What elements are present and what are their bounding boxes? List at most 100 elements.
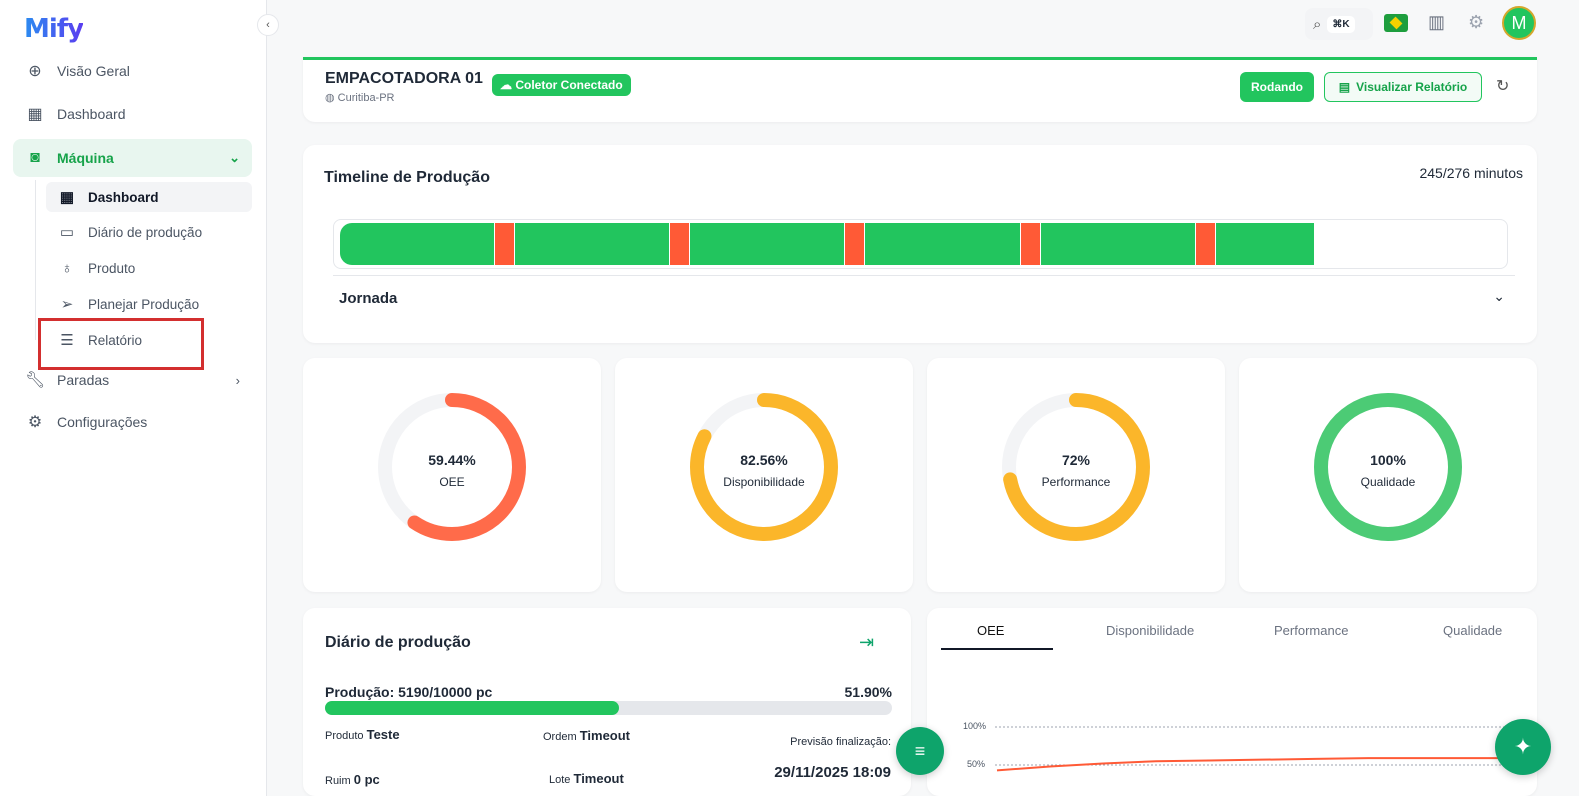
sidebar-item-visao-geral[interactable]: ⊕ Visão Geral xyxy=(13,52,252,90)
gauge-label: Performance xyxy=(1041,475,1111,489)
sidebar-item-paradas[interactable]: 🔧︎ Paradas › xyxy=(25,372,240,389)
sub-item-planejar[interactable]: ➢ Planejar Produção xyxy=(46,289,252,319)
search-button[interactable]: ⌕ ⌘K xyxy=(1305,8,1373,40)
gauge-arc xyxy=(1002,393,1150,541)
tree-line xyxy=(35,180,36,340)
gauge-label: OEE xyxy=(439,475,465,489)
previsao-label: Previsão finalização: xyxy=(790,736,891,748)
avatar[interactable]: M xyxy=(1502,6,1536,40)
grid-icon: ▦ xyxy=(27,106,43,123)
previsao-value: 29/11/2025 18:09 xyxy=(774,764,891,781)
gauge-value: 100% xyxy=(1370,452,1406,468)
sidebar-item-maquina[interactable]: ◙ Máquina ⌄ xyxy=(13,139,252,177)
view-report-label: Visualizar Relatório xyxy=(1356,80,1468,94)
tab-oee[interactable]: OEE xyxy=(977,623,1005,638)
gauge-value: 82.56% xyxy=(740,452,788,468)
gauge-ring xyxy=(1314,393,1462,541)
timeline-summary: 245/276 minutos xyxy=(1419,165,1523,181)
production-percent: 51.90% xyxy=(844,684,892,700)
timeline-segment-running[interactable] xyxy=(515,223,671,265)
gauge-card-performance: 72% Performance xyxy=(927,358,1225,592)
timeline-segment-stopped[interactable] xyxy=(1195,223,1216,265)
collector-status-badge: ☁ Coletor Conectado xyxy=(492,74,631,96)
sub-item-diario[interactable]: ▭ Diário de produção xyxy=(59,224,203,241)
machine-location: Curitiba-PR xyxy=(337,92,395,104)
wrench-icon: 🔧︎ xyxy=(25,372,46,389)
highlight-box xyxy=(38,318,204,370)
timeline-segment-stopped[interactable] xyxy=(670,223,691,265)
timeline-segment-stopped[interactable] xyxy=(845,223,866,265)
sidebar: Mify ⊕ Visão Geral ▦ Dashboard ◙ Máquina ⌄ ▦… xyxy=(0,0,267,796)
ai-assistant-button[interactable]: ✦ xyxy=(1495,719,1551,775)
sub-item-relatorio[interactable]: ☰ Relatório xyxy=(46,325,252,355)
gauge-value: 72% xyxy=(1061,452,1091,468)
globe-search-icon: ⊕ xyxy=(28,63,42,80)
sub-item-dashboard[interactable]: ▦ Dashboard xyxy=(46,182,252,212)
diario-card: Diário de produção ⇥ Produção: 5190/1000… xyxy=(303,608,911,796)
timeline-segment-stopped[interactable] xyxy=(495,223,516,265)
sparkles-icon: ✦ xyxy=(1513,734,1533,759)
timeline-title: Timeline de Produção xyxy=(324,169,490,186)
timeline-segment-running[interactable] xyxy=(865,223,1021,265)
send-clock-icon: ➢ xyxy=(60,296,74,313)
tab-performance[interactable]: Performance xyxy=(1274,623,1349,638)
produto-value: Teste xyxy=(366,727,400,742)
refresh-icon[interactable]: ↻ xyxy=(1496,78,1510,95)
gauge-arc xyxy=(1314,393,1462,541)
diario-title: Diário de produção xyxy=(325,634,471,651)
document-icon: ☰ xyxy=(60,332,74,349)
grid-icon: ▦ xyxy=(59,189,75,206)
chevron-down-icon: ⌄ xyxy=(229,150,240,165)
gauge-card-disponibilidade: 82.56% Disponibilidade xyxy=(615,358,913,592)
brazil-flag-icon[interactable] xyxy=(1384,14,1408,32)
sidebar-item-dashboard[interactable]: ▦ Dashboard xyxy=(13,95,252,133)
tab-disponibilidade[interactable]: Disponibilidade xyxy=(1106,623,1195,638)
lote-value: Timeout xyxy=(573,771,624,786)
gauge-label: Disponibilidade xyxy=(723,475,805,489)
shortcut-badge: ⌘K xyxy=(1327,15,1355,33)
sub-item-produto[interactable]: ♁ Produto xyxy=(46,253,252,283)
gauge-ring xyxy=(378,393,526,541)
gauge-card-oee: 59.44% OEE xyxy=(303,358,601,592)
collapse-sidebar-button[interactable]: ‹ xyxy=(257,14,279,36)
machine-name: EMPACOTADORA 01 xyxy=(325,70,483,87)
machine-icon: ◙ xyxy=(30,149,40,166)
timeline-bar xyxy=(333,219,1508,269)
gauge-value: 59.44% xyxy=(428,452,476,468)
oee-series-line xyxy=(996,757,1527,772)
gauge-card-qualidade: 100% Qualidade xyxy=(1239,358,1537,592)
y-tick-100: 100% xyxy=(963,721,987,731)
chevron-down-icon[interactable]: ⌄ xyxy=(1493,288,1505,304)
gear-icon: ⚙ xyxy=(27,414,43,431)
lightbulb-icon: ♁ xyxy=(61,259,73,277)
tab-qualidade[interactable]: Qualidade xyxy=(1443,623,1503,638)
filter-button[interactable]: ≡ xyxy=(896,727,944,775)
oee-chart-card: OEE Disponibilidade Performance Qualidad… xyxy=(927,608,1537,796)
sidebar-item-configuracoes[interactable]: ⚙ Configurações xyxy=(13,403,252,441)
timeline-segment-running[interactable] xyxy=(690,223,846,265)
timeline-segment-running[interactable] xyxy=(1040,223,1196,265)
timeline-segment-running[interactable] xyxy=(340,223,496,265)
ordem-value: Timeout xyxy=(579,728,631,743)
timeline-card: Timeline de Produção 245/276 minutos Jor… xyxy=(303,145,1537,343)
timeline-segment-stopped[interactable] xyxy=(1020,223,1041,265)
machine-card: EMPACOTADORA 01 ◍ Curitiba-PR ☁ Coletor … xyxy=(303,57,1537,122)
gauge-ring xyxy=(690,393,838,541)
running-status-badge: Rodando xyxy=(1240,72,1314,102)
production-count: Produção: 5190/10000 pc xyxy=(325,684,493,700)
gauge-arc xyxy=(690,393,838,541)
y-tick-50: 50% xyxy=(967,759,986,769)
open-diario-icon[interactable]: ⇥ xyxy=(859,632,875,652)
oee-line-chart xyxy=(995,726,1527,772)
gear-icon[interactable]: ⚙ xyxy=(1468,12,1485,32)
search-icon: ⌕ xyxy=(1313,15,1322,33)
chevron-right-icon: › xyxy=(235,372,240,388)
gauge-arc xyxy=(378,393,526,541)
view-report-button[interactable]: ▤ Visualizar Relatório xyxy=(1324,72,1482,102)
timeline-segment-running[interactable] xyxy=(1215,223,1316,265)
building-icon[interactable]: ▥ xyxy=(1428,12,1446,32)
location-icon: ◍ xyxy=(325,92,338,104)
jornada-label[interactable]: Jornada xyxy=(339,290,398,307)
production-progress xyxy=(325,701,892,715)
logo: Mify xyxy=(24,14,84,44)
